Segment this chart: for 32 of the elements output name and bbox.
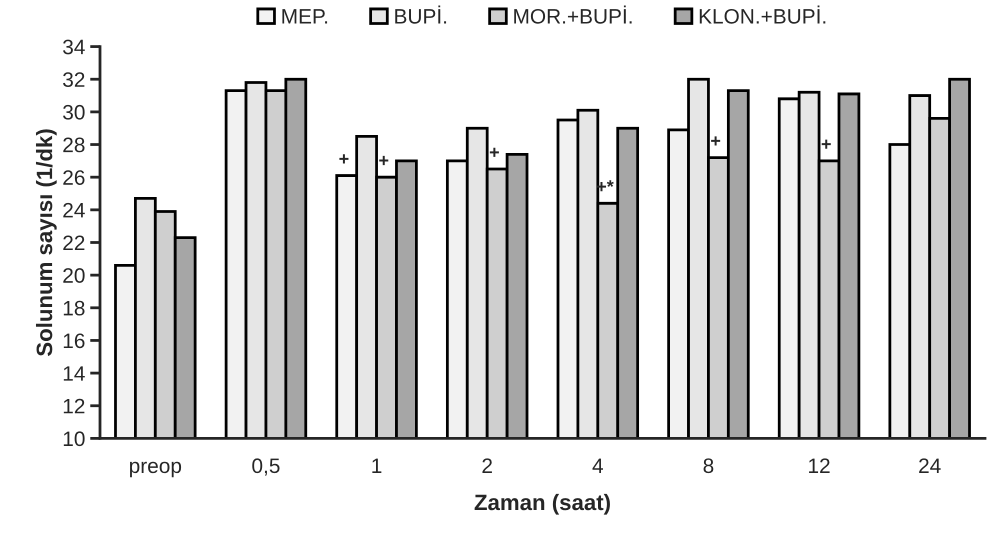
annotation: + (339, 154, 348, 164)
legend-label: MEP. (282, 9, 328, 24)
y-tick-label: 32 (63, 72, 84, 87)
y-tick-label: 16 (64, 333, 85, 348)
annotation: + (822, 140, 831, 149)
y-tick-label: 30 (63, 104, 85, 120)
y-tick-label: 34 (63, 40, 85, 54)
x-tick-label: 8 (704, 458, 714, 474)
x-axis-title: Zaman (saat) (474, 494, 610, 515)
x-tick-label: 1 (372, 458, 382, 473)
y-tick-label: 22 (63, 235, 84, 250)
y-tick-label: 26 (63, 170, 85, 185)
y-tick-label: 14 (64, 366, 85, 381)
annotation: + (490, 148, 499, 157)
x-tick-label: 4 (592, 458, 603, 473)
legend-label: KLON.+BUPİ. (700, 5, 826, 24)
y-tick-label: 12 (64, 398, 84, 414)
legend-label: MOR.+BUPİ. (514, 5, 632, 24)
y-tick-label: 10 (64, 431, 85, 446)
y-tick-label: 20 (63, 268, 85, 283)
x-tick-label: 12 (809, 458, 830, 473)
y-tick-label: 24 (63, 202, 85, 218)
annotation: + (379, 156, 388, 166)
y-tick-label: 28 (63, 138, 85, 152)
annotation: + (711, 136, 720, 146)
x-tick-label: 24 (919, 458, 941, 473)
y-axis-title: Solunum sayısı (1/dk) (36, 129, 57, 356)
legend-label: BUPİ. (395, 5, 446, 24)
x-tick-label: preop (130, 462, 182, 478)
x-tick-label: 2 (482, 458, 492, 473)
x-tick-label: 0,5 (252, 458, 280, 476)
y-tick-label: 18 (64, 300, 85, 316)
